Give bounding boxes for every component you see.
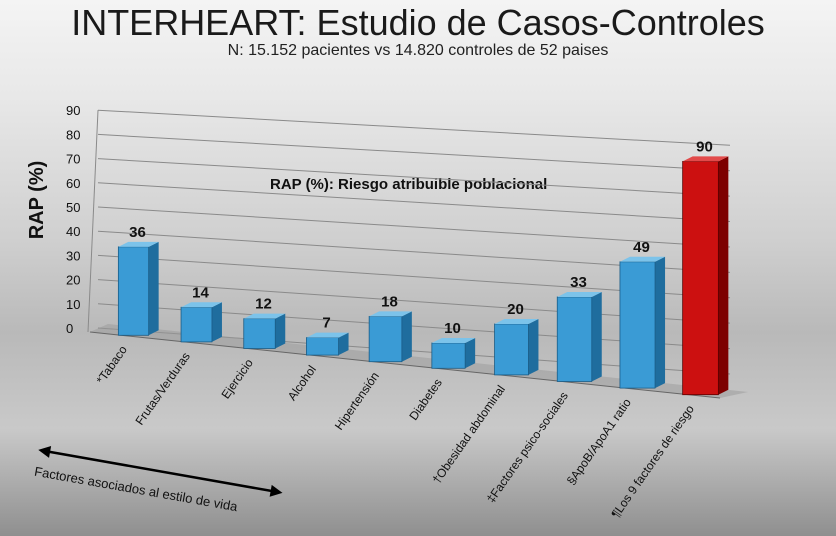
bar-side <box>338 332 349 356</box>
grid-line <box>97 206 731 248</box>
category-label: Ejercicio <box>218 356 256 401</box>
data-label: 18 <box>381 293 398 310</box>
y-tick-label: 50 <box>66 200 80 215</box>
bar-side <box>211 302 222 342</box>
bar-side <box>655 256 666 389</box>
category-label: †Obesidad abdominal <box>430 383 508 487</box>
lifestyle-factors-label: Factores asociados al estilo de vida <box>33 440 286 522</box>
bar-top <box>557 291 602 297</box>
bar <box>117 246 150 336</box>
y-tick-label: 30 <box>66 248 80 263</box>
bar <box>556 296 593 382</box>
bar <box>431 342 466 369</box>
bar <box>368 315 403 363</box>
data-label: 33 <box>570 274 587 291</box>
bar <box>619 261 656 389</box>
y-tick-label: 10 <box>66 297 80 312</box>
bar-top <box>306 332 349 338</box>
bar-top <box>243 313 286 319</box>
y-tick-label: 20 <box>66 273 80 288</box>
bar-side <box>528 318 539 375</box>
y-tick-label: 80 <box>66 127 80 142</box>
category-label: ‡Factores psico-sociales <box>484 389 571 505</box>
chart-annotation: RAP (%): Riesgo atribuible poblacional <box>270 176 548 193</box>
bar-top <box>682 156 729 162</box>
bar-side <box>591 291 602 382</box>
bar <box>494 323 529 376</box>
bar-side <box>465 337 476 369</box>
bar-side <box>148 241 159 336</box>
y-tick-label: 60 <box>66 176 80 191</box>
grid-line <box>97 182 731 223</box>
bar-top <box>118 241 159 247</box>
y-tick-label: 70 <box>66 152 80 167</box>
bar-side <box>718 156 729 395</box>
grid-line <box>97 133 731 172</box>
category-label: *Tabaco <box>94 343 131 387</box>
data-label: 10 <box>444 320 461 337</box>
bar-top <box>619 256 666 262</box>
double-arrow-icon <box>38 446 283 497</box>
y-tick-label: 40 <box>66 224 80 239</box>
bar <box>682 160 719 396</box>
category-label: Frutas/Verduras <box>133 350 193 428</box>
data-label: 7 <box>322 315 330 332</box>
category-label: Hipertensión <box>332 369 382 432</box>
bar-top <box>181 302 222 308</box>
y-axis-line <box>87 110 99 333</box>
slide-subtitle: N: 15.152 pacientes vs 14.820 controles … <box>227 42 609 59</box>
slide-title: INTERHEART: Estudio de Casos-Controles <box>71 2 765 43</box>
data-label: 49 <box>633 239 650 256</box>
grid-line <box>97 109 731 146</box>
category-label: §ApoB/ApoA1 ratio <box>564 396 634 488</box>
category-label: Alcohol <box>285 363 319 403</box>
data-label: 14 <box>192 284 209 301</box>
bar-top <box>369 311 412 317</box>
data-label: 20 <box>507 301 524 318</box>
category-label: Diabetes <box>406 376 445 423</box>
bar-top <box>494 318 539 324</box>
bar-side <box>401 311 412 362</box>
x-axis-line <box>89 331 721 399</box>
bar <box>306 337 339 356</box>
bar-side <box>275 313 286 349</box>
data-label: 12 <box>255 296 272 313</box>
bar <box>243 318 276 349</box>
data-label: 90 <box>696 138 713 155</box>
y-tick-label: 90 <box>66 103 80 118</box>
bar-top <box>431 337 476 343</box>
y-tick-label: 0 <box>66 321 73 336</box>
grid-line <box>97 158 731 197</box>
bar <box>180 306 213 343</box>
data-label: 36 <box>129 224 146 241</box>
